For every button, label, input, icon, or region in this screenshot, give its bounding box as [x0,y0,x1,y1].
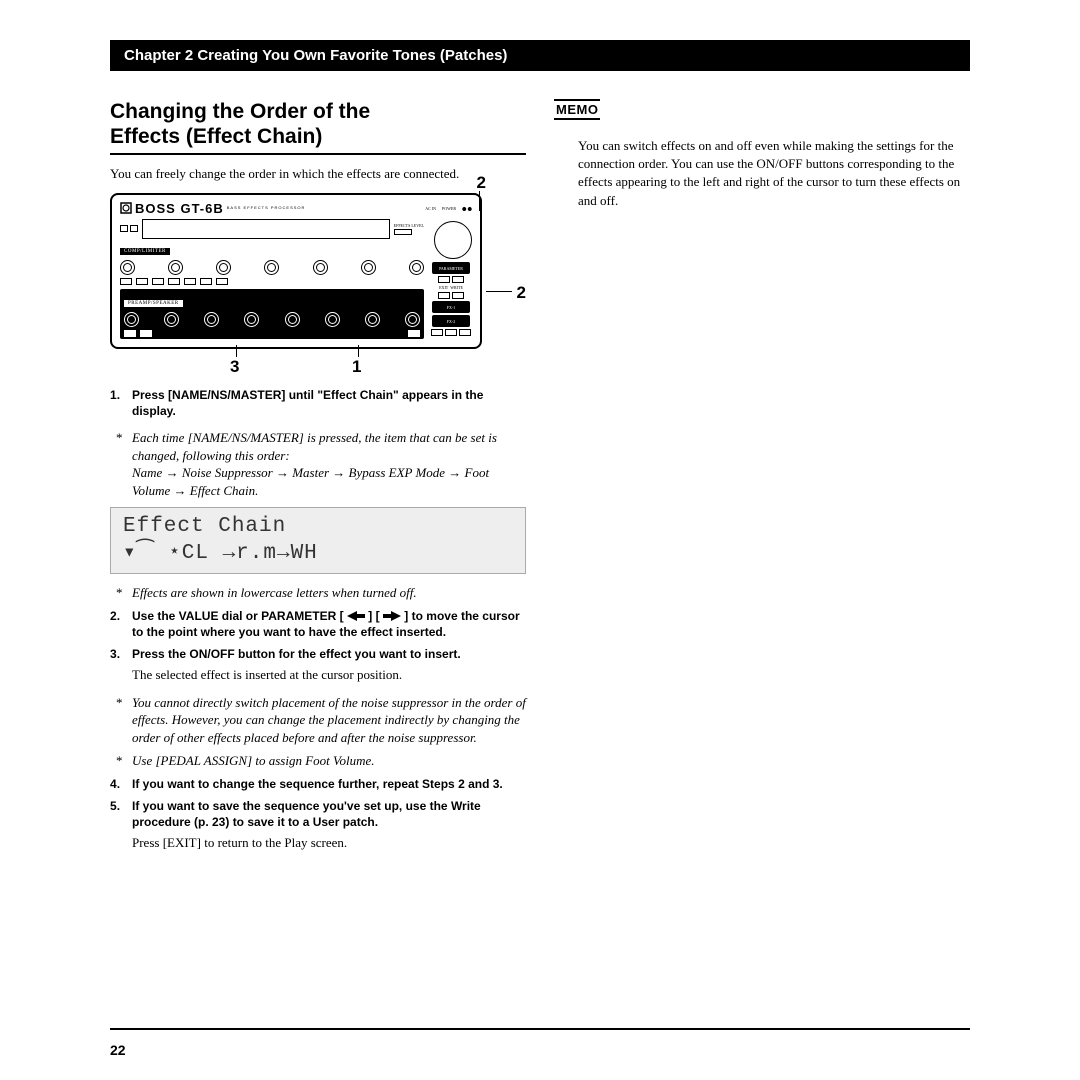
right-controls: PARAMETER EXITWRITE FX-1 FX-2 [431,262,471,336]
note-pedal-assign: Use [PEDAL ASSIGN] to assign Foot Volume… [110,752,526,770]
step-1: Press [NAME/NS/MASTER] until "Effect Cha… [110,387,526,419]
chapter-title-bar: Chapter 2 Creating You Own Favorite Tone… [110,40,970,71]
lower-section: PREAMP/SPEAKER [120,289,424,339]
device-brand: BOSS GT-6B BASS EFFECTS PROCESSOR [120,201,305,216]
step1-note: Each time [NAME/NS/MASTER] is pressed, t… [110,429,526,499]
intro-paragraph: You can freely change the order in which… [110,165,526,183]
content-columns: Changing the Order of the Effects (Effec… [110,99,970,862]
lcd-line2: ▾⁀ ⋆CL →r.m→WH [123,541,513,567]
steps-list: Press [NAME/NS/MASTER] until "Effect Cha… [110,387,526,419]
right-column: MEMO You can switch effects on and off e… [554,99,970,862]
step5-sub: Press [EXIT] to return to the Play scree… [132,834,526,852]
lcd-screenshot: Effect Chain ▾⁀ ⋆CL →r.m→WH [110,507,526,574]
lcd-line1: Effect Chain [123,514,513,540]
device-lcd [142,219,390,239]
callout-1: 1 [352,357,361,377]
step-5: If you want to save the sequence you've … [110,798,526,852]
left-column: Changing the Order of the Effects (Effec… [110,99,526,862]
section-heading-line1: Changing the Order of the [110,100,370,123]
page-number: 22 [110,1042,126,1058]
device-top-labels: AC INPOWER⬤ ⬤ [425,206,472,211]
step-2: Use the VALUE dial or PARAMETER [ ] [ ] … [110,608,526,640]
callout-2-top: 2 [477,173,486,193]
step-4: If you want to change the sequence furth… [110,776,526,792]
prev-arrow-icon [347,611,365,621]
device-body: BOSS GT-6B BASS EFFECTS PROCESSOR AC INP… [110,193,482,349]
callout-2-right: 2 [517,283,526,303]
note-lowercase: Effects are shown in lowercase letters w… [110,584,526,602]
page: Chapter 2 Creating You Own Favorite Tone… [0,0,1080,1080]
note-noise-suppressor: You cannot directly switch placement of … [110,694,526,747]
steps-list-2: Use the VALUE dial or PARAMETER [ ] [ ] … [110,608,526,684]
step3-sub: The selected effect is inserted at the c… [132,666,526,684]
next-arrow-icon [383,611,401,621]
upper-knob-row [120,260,424,275]
memo-badge: MEMO [554,99,600,120]
footer-rule [110,1028,970,1030]
device-illustration: BOSS GT-6B BASS EFFECTS PROCESSOR AC INP… [110,193,526,375]
callout-3: 3 [230,357,239,377]
memo-text: You can switch effects on and off even w… [554,137,970,210]
step-3: Press the ON/OFF button for the effect y… [110,646,526,684]
section-heading: Changing the Order of the Effects (Effec… [110,99,526,155]
value-dial [434,221,472,259]
steps-list-3: If you want to change the sequence furth… [110,776,526,852]
upper-section-bar: COMP/LIMITER [120,248,170,255]
section-heading-line2: Effects (Effect Chain) [110,125,322,148]
